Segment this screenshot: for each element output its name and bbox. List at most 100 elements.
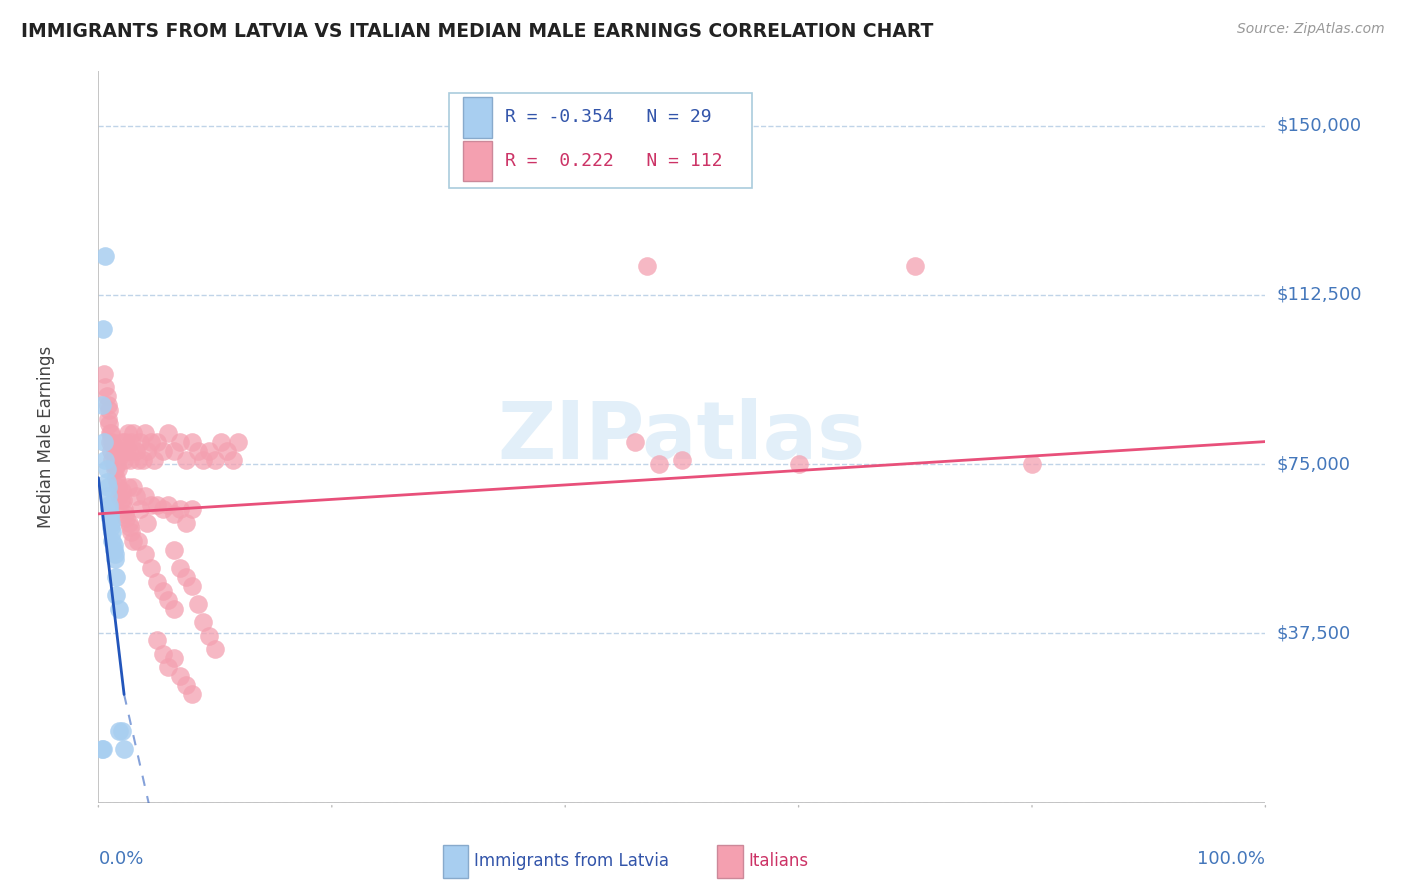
- Point: [163, 443, 186, 458]
- Point: [111, 443, 134, 458]
- Point: [103, 543, 125, 558]
- Point: [103, 538, 125, 552]
- Point: [108, 489, 131, 503]
- Text: R = -0.354   N = 29: R = -0.354 N = 29: [505, 109, 711, 127]
- Point: [97, 399, 120, 413]
- Point: [180, 502, 202, 516]
- Point: [122, 533, 145, 548]
- Point: [90, 741, 112, 756]
- Point: [228, 434, 250, 449]
- Point: [98, 425, 121, 440]
- Point: [115, 443, 138, 458]
- Point: [108, 723, 131, 738]
- Point: [174, 678, 197, 692]
- Point: [647, 457, 669, 471]
- Point: [129, 502, 152, 516]
- Point: [118, 443, 141, 458]
- Point: [152, 583, 174, 598]
- Point: [157, 592, 180, 607]
- Text: $112,500: $112,500: [1277, 285, 1362, 304]
- Point: [117, 425, 139, 440]
- Point: [112, 452, 135, 467]
- Point: [163, 543, 186, 558]
- Bar: [443, 845, 468, 878]
- Point: [204, 642, 226, 657]
- Point: [146, 574, 169, 589]
- Point: [174, 570, 197, 584]
- Bar: [463, 97, 492, 137]
- Point: [98, 507, 121, 521]
- Text: R =  0.222   N = 112: R = 0.222 N = 112: [505, 153, 723, 170]
- Point: [125, 489, 148, 503]
- Point: [671, 452, 693, 467]
- Point: [97, 412, 120, 426]
- Point: [174, 516, 197, 530]
- Point: [90, 399, 112, 413]
- Point: [104, 548, 127, 562]
- Point: [193, 615, 215, 630]
- Point: [111, 484, 134, 499]
- Point: [904, 259, 927, 273]
- Point: [104, 452, 127, 467]
- Point: [93, 367, 115, 381]
- Point: [96, 475, 118, 490]
- Point: [127, 533, 149, 548]
- Point: [139, 498, 162, 512]
- Point: [110, 448, 132, 462]
- Point: [143, 452, 166, 467]
- Point: [139, 434, 162, 449]
- Point: [104, 588, 127, 602]
- Text: Median Male Earnings: Median Male Earnings: [37, 346, 55, 528]
- Point: [104, 471, 127, 485]
- Point: [152, 443, 174, 458]
- Point: [134, 548, 156, 562]
- Point: [112, 741, 135, 756]
- Point: [101, 533, 124, 548]
- Text: Italians: Italians: [748, 853, 808, 871]
- Point: [100, 443, 122, 458]
- Point: [104, 443, 127, 458]
- Point: [98, 511, 121, 525]
- Point: [94, 452, 117, 467]
- Point: [110, 493, 132, 508]
- Point: [174, 452, 197, 467]
- Point: [157, 660, 180, 674]
- Point: [94, 380, 117, 394]
- Point: [91, 741, 114, 756]
- Point: [112, 502, 135, 516]
- Point: [104, 552, 127, 566]
- Point: [146, 434, 169, 449]
- Point: [96, 461, 118, 475]
- Point: [114, 434, 136, 449]
- Point: [97, 480, 120, 494]
- Point: [122, 480, 145, 494]
- Point: [97, 489, 120, 503]
- Point: [624, 434, 647, 449]
- Point: [96, 389, 118, 403]
- Point: [187, 443, 209, 458]
- Point: [134, 489, 156, 503]
- Point: [97, 403, 120, 417]
- Point: [91, 322, 114, 336]
- Point: [134, 425, 156, 440]
- Bar: [717, 845, 742, 878]
- Point: [101, 452, 124, 467]
- Point: [204, 452, 226, 467]
- Point: [100, 425, 122, 440]
- Point: [152, 502, 174, 516]
- Point: [146, 633, 169, 648]
- Point: [787, 457, 810, 471]
- Point: [108, 601, 131, 615]
- Point: [187, 597, 209, 611]
- Point: [146, 498, 169, 512]
- Point: [111, 723, 134, 738]
- Point: [169, 434, 191, 449]
- Point: [111, 493, 134, 508]
- Point: [103, 439, 125, 453]
- Point: [129, 434, 152, 449]
- Point: [108, 443, 131, 458]
- Point: [117, 480, 139, 494]
- Point: [107, 480, 129, 494]
- Point: [136, 443, 159, 458]
- Point: [97, 417, 120, 431]
